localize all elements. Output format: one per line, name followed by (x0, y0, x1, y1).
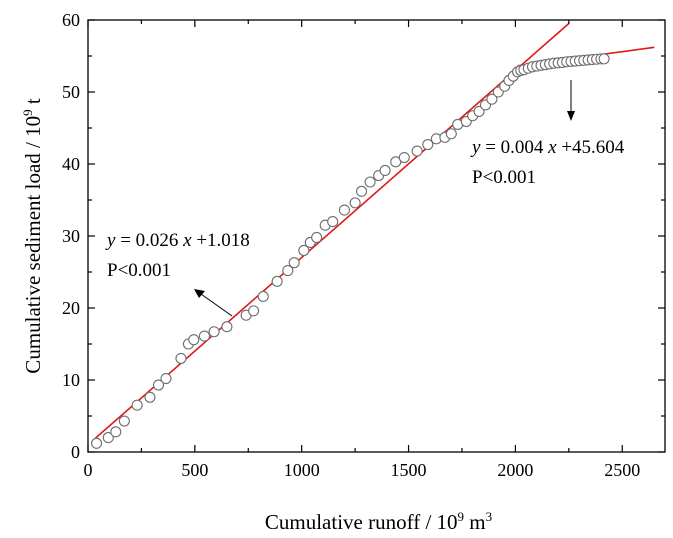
data-point (131, 399, 143, 411)
y-tick-label: 10 (62, 370, 80, 390)
data-point (288, 257, 300, 269)
data-point (379, 164, 391, 177)
data-point (355, 185, 368, 197)
x-tick-label: 500 (181, 460, 208, 480)
y-tick-label: 40 (62, 154, 80, 174)
data-point (422, 139, 434, 151)
data-point (311, 231, 323, 243)
fit-line-1 (94, 22, 570, 439)
data-point (298, 244, 310, 256)
data-point (282, 265, 294, 277)
data-point (338, 204, 350, 216)
data-point (445, 128, 457, 140)
data-point (188, 334, 200, 346)
data-point (473, 105, 485, 117)
y-tick-label: 20 (62, 298, 80, 318)
x-tick-label: 1500 (391, 460, 427, 480)
data-point (271, 275, 283, 287)
fit-equation-1: y = 0.026 x +1.018 (105, 230, 250, 251)
data-point (90, 437, 103, 449)
data-point (257, 290, 269, 303)
fit-equation-2: y = 0.004 x +45.604 (470, 137, 625, 158)
axes: 0 500 1000 1500 2000 2500 0 10 20 30 40 50 60 Cumulat… (20, 10, 666, 534)
y-tick-label: 60 (62, 10, 80, 30)
data-point (175, 352, 187, 364)
y-tick-label: 50 (62, 82, 80, 102)
data-points (90, 53, 610, 449)
data-point (160, 373, 172, 385)
p-value-2: P<0.001 (472, 167, 536, 188)
data-point (144, 391, 156, 403)
x-tick-label: 1000 (284, 460, 320, 480)
data-point (152, 379, 165, 391)
data-point (398, 151, 410, 164)
x-axis-title: Cumulative runoff / 109 m3 (265, 509, 492, 534)
data-point (349, 197, 361, 209)
arrow-1-head (194, 289, 205, 298)
x-tick-label: 2500 (604, 460, 640, 480)
data-point (198, 330, 211, 342)
data-point (327, 216, 339, 228)
data-point (486, 93, 498, 105)
y-axis-title: Cumulative sediment load / 109 t (20, 98, 45, 374)
x-tick-label: 2000 (497, 460, 533, 480)
y-tick-label: 30 (62, 226, 80, 246)
annotations: y = 0.026 x +1.018 P<0.001 y = 0.004 x +45… (105, 80, 625, 317)
y-tick-label: 0 (71, 442, 80, 462)
data-point (208, 326, 220, 338)
data-point (110, 426, 122, 438)
data-point (598, 53, 610, 65)
data-point (390, 156, 402, 168)
p-value-1: P<0.001 (107, 260, 171, 281)
data-point (411, 145, 423, 157)
arrow-2-head (567, 111, 575, 121)
arrow-1 (200, 293, 233, 317)
data-point (221, 321, 233, 333)
data-point (364, 176, 376, 188)
data-point (248, 305, 260, 317)
x-tick-label: 0 (84, 460, 93, 480)
data-point (102, 432, 114, 444)
data-point (118, 415, 130, 427)
